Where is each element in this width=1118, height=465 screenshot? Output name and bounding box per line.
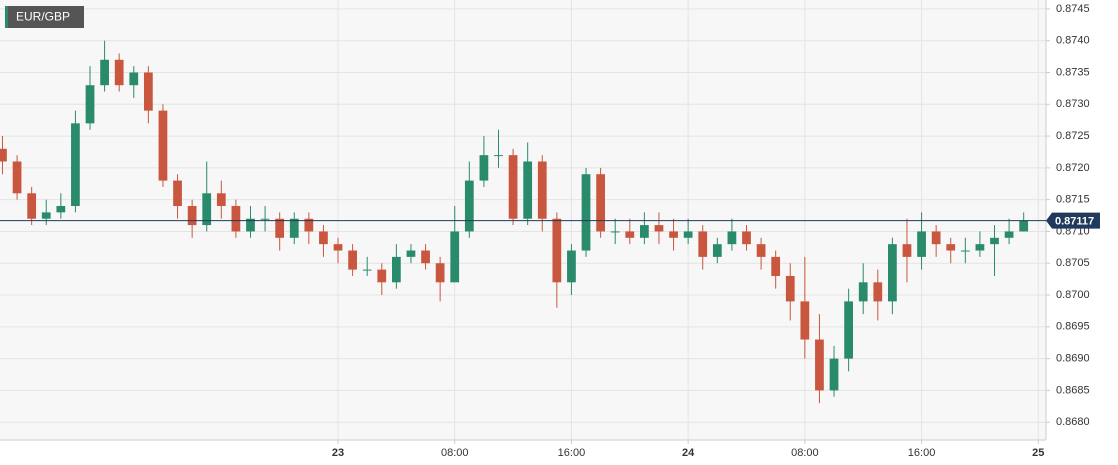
candle-body (1004, 231, 1014, 238)
x-tick-label: 08:00 (791, 447, 819, 459)
title-stripe (5, 6, 8, 28)
candle-body (202, 193, 212, 226)
candle-body (902, 244, 912, 257)
x-tick-label: 16:00 (908, 447, 936, 459)
candle-body (27, 193, 37, 219)
candle-body (246, 218, 255, 232)
candle-body (640, 225, 649, 238)
last-price-tag (1046, 212, 1100, 229)
candle-body (260, 218, 270, 220)
y-tick-label: 0.8680 (1056, 416, 1090, 428)
candle-body (523, 161, 533, 219)
candle-body (654, 225, 664, 232)
candle-body (319, 231, 328, 245)
x-tick-label: 16:00 (558, 447, 586, 459)
y-tick-label: 0.8715 (1056, 194, 1090, 206)
candle-body (537, 161, 547, 219)
candle-body (931, 231, 941, 245)
title-box (5, 6, 84, 28)
x-tick-label: 24 (682, 447, 695, 459)
x-tick-label: 23 (332, 447, 344, 459)
candle-body (712, 244, 722, 257)
candle-body (625, 231, 635, 238)
candle-body (333, 244, 343, 251)
candle-body (552, 218, 562, 283)
candle-body (41, 212, 51, 219)
candle-body (12, 161, 22, 194)
x-tick-label: 25 (1032, 447, 1044, 459)
candle-body (435, 263, 445, 283)
candle-body (216, 193, 226, 207)
candle-body (727, 231, 737, 245)
candle-body (829, 358, 839, 391)
candle-body (815, 339, 824, 391)
candle-body (187, 206, 197, 226)
candle-body (756, 244, 766, 257)
y-tick-label: 0.8695 (1056, 321, 1090, 333)
candle-body (450, 231, 460, 283)
candle-body (975, 244, 985, 251)
candle-body (71, 123, 80, 207)
candle-body (479, 155, 489, 181)
candle-body (800, 301, 810, 340)
candle-body (100, 59, 109, 86)
candle-body (698, 231, 708, 257)
y-tick-label: 0.8730 (1056, 98, 1090, 110)
candle-body (0, 148, 7, 162)
candle-body (464, 180, 474, 232)
candle-body (275, 218, 285, 238)
candle-body (158, 110, 168, 181)
candle-body (960, 250, 970, 252)
candle-body (362, 269, 372, 271)
candle-body (1019, 220, 1029, 232)
candle-body (173, 180, 182, 207)
y-tick-label: 0.8720 (1056, 162, 1090, 174)
candle-body (348, 250, 357, 270)
x-tick-label: 08:00 (441, 447, 469, 459)
candle-body (406, 250, 416, 257)
candle-body (610, 231, 620, 233)
y-tick-label: 0.8745 (1056, 3, 1090, 15)
candle-body (596, 174, 605, 232)
candle-body (873, 282, 883, 302)
chart-title: EUR/GBP (16, 10, 70, 24)
candle-body (289, 218, 299, 238)
candle-body (858, 282, 868, 302)
candle-body (888, 244, 897, 302)
candle-body (844, 301, 853, 359)
candle-body (56, 206, 66, 213)
candle-body (304, 218, 314, 232)
candle-body (377, 269, 387, 283)
candle-body (85, 85, 95, 124)
candle-body (494, 155, 503, 157)
y-tick-label: 0.8705 (1056, 257, 1090, 269)
candle-body (421, 250, 430, 264)
candle-body (946, 244, 956, 251)
candle-body (771, 256, 781, 276)
y-tick-label: 0.8735 (1056, 66, 1090, 78)
y-tick-label: 0.8740 (1056, 35, 1090, 47)
candle-body (669, 231, 678, 238)
candle-body (391, 256, 401, 283)
candle-body (143, 72, 153, 111)
y-tick-label: 0.8690 (1056, 353, 1090, 365)
candle-body (742, 231, 751, 245)
candle-body (917, 231, 926, 257)
candle-body (785, 275, 795, 302)
candle-body (683, 231, 693, 238)
candle-body (567, 250, 576, 283)
y-tick-label: 0.8685 (1056, 384, 1090, 396)
candle-body (231, 206, 241, 232)
candle-body (114, 59, 124, 86)
candle-body (508, 155, 518, 219)
candle-body (990, 237, 999, 245)
candle-body (581, 174, 591, 251)
y-tick-label: 0.8725 (1056, 130, 1090, 142)
candle-body (129, 72, 139, 86)
y-tick-label: 0.8700 (1056, 289, 1090, 301)
plot-area (0, 0, 1046, 440)
last-price-label: 0.87117 (1055, 216, 1094, 228)
